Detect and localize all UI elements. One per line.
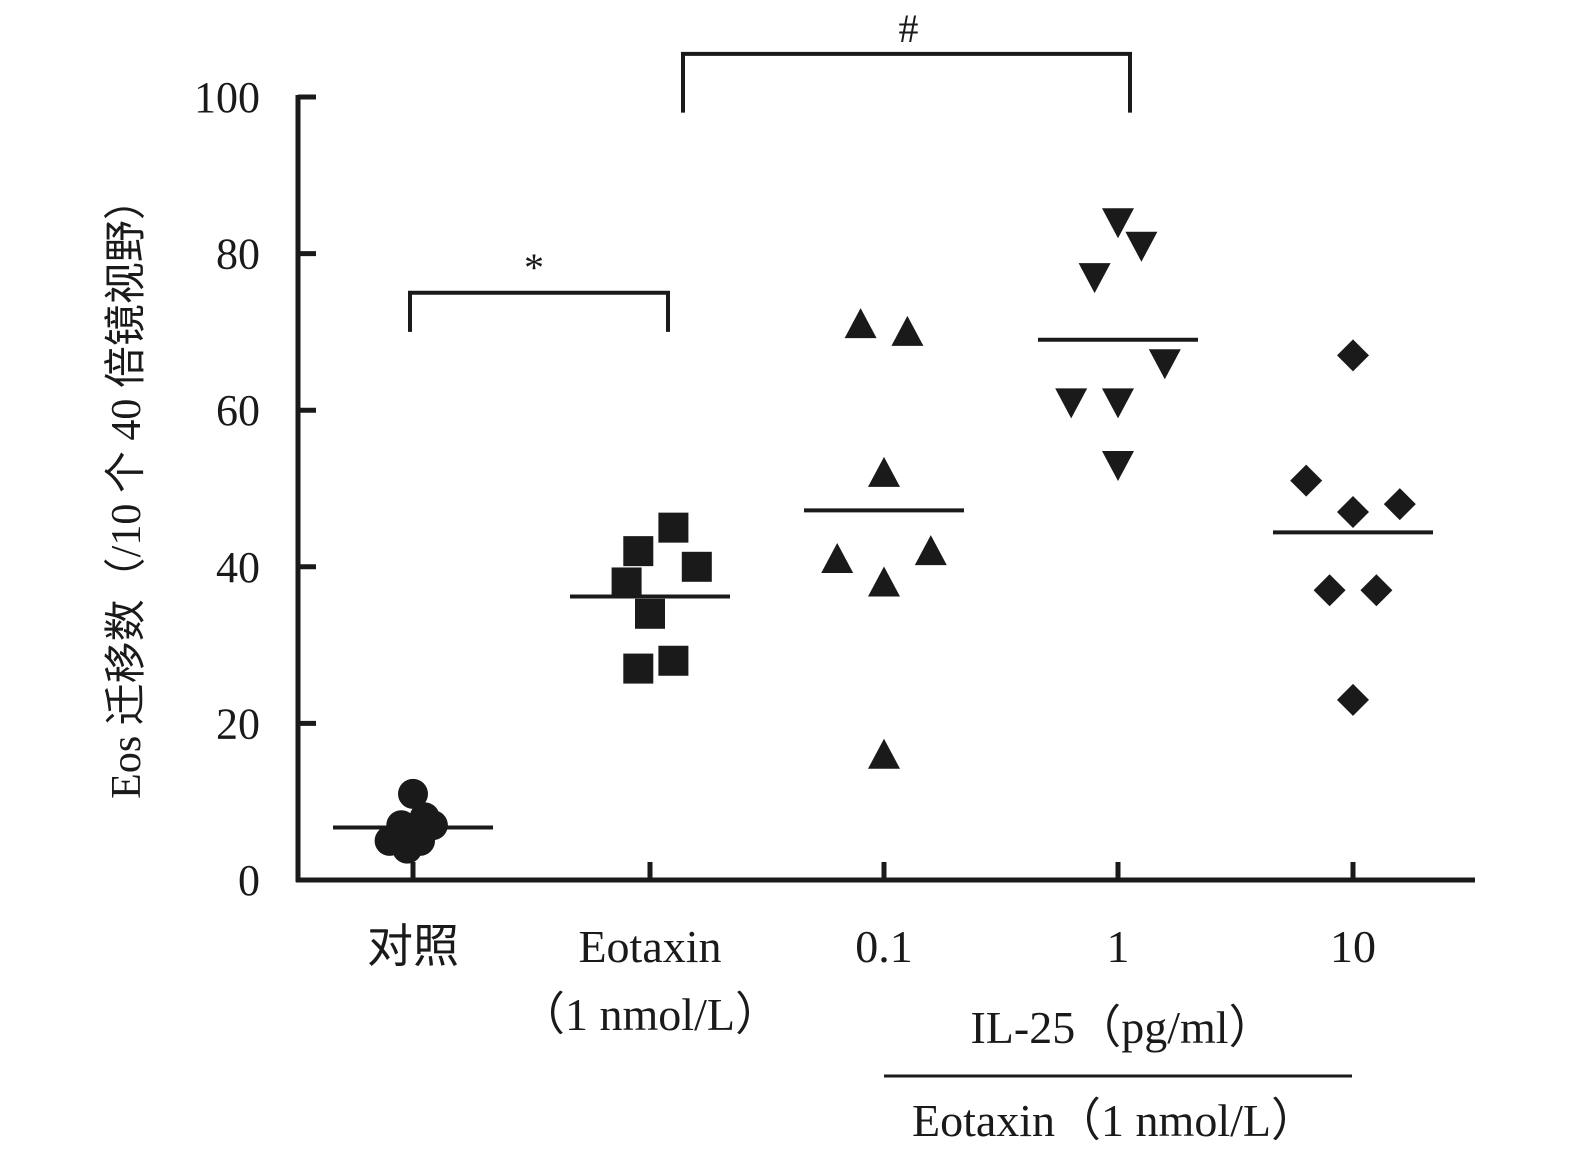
- data-points: [374, 208, 1416, 864]
- triangle-down-point: [1102, 208, 1134, 239]
- circle-point: [417, 810, 448, 841]
- y-tick-label: 40: [216, 543, 260, 592]
- y-axis-title: Eos 迁移数（/10 个 40 倍镜视野）: [103, 178, 150, 799]
- significance-bracket: [408, 290, 670, 332]
- y-tick-label: 80: [216, 230, 260, 279]
- triangle-up-point: [821, 542, 854, 573]
- triangle-up-point: [891, 315, 924, 346]
- y-tick-label: 100: [194, 73, 260, 122]
- x-category-label: 1: [1107, 921, 1130, 972]
- triangle-up-point: [868, 566, 900, 597]
- diamond-point: [1337, 495, 1369, 528]
- triangle-up-point: [868, 456, 900, 487]
- y-tick-label: 20: [216, 699, 260, 748]
- square-point: [658, 512, 689, 543]
- x-category-label: 对照: [367, 921, 459, 972]
- diamond-point: [1360, 574, 1393, 607]
- triangle-down-point: [1102, 451, 1134, 482]
- diamond-point: [1313, 574, 1346, 607]
- triangle-down-point: [1055, 388, 1088, 419]
- group-label-top: IL-25（pg/ml）: [970, 1002, 1274, 1053]
- square-point: [658, 645, 689, 676]
- square-point: [611, 567, 642, 598]
- significance-bracket: [681, 51, 1132, 113]
- x-category-label: 10: [1330, 921, 1376, 972]
- significance-label: *: [524, 245, 544, 290]
- category-labels: 对照 Eotaxin（1 nmol/L）0.1 1 10IL-25（pg/ml）Eot…: [367, 921, 1376, 1146]
- group-label-bottom: Eotaxin（1 nmol/L）: [912, 1095, 1317, 1146]
- y-tick-label: 0: [238, 856, 260, 905]
- triangle-up-point: [914, 535, 947, 566]
- significance-label: #: [899, 6, 919, 51]
- diamond-point: [1383, 488, 1416, 521]
- x-category-sublabel: （1 nmol/L）: [519, 989, 781, 1040]
- triangle-up-point: [868, 738, 900, 769]
- axes: 0 20 40 60 80 100 Eos 迁移数（/10 个 40 倍镜视野）: [103, 73, 1475, 905]
- square-point: [623, 653, 654, 684]
- square-point: [635, 598, 665, 629]
- triangle-down-point: [1078, 263, 1111, 294]
- square-point: [681, 551, 712, 582]
- x-category-label: Eotaxin: [578, 921, 721, 972]
- triangle-down-point: [1125, 231, 1158, 262]
- square-point: [623, 536, 654, 567]
- circle-point: [398, 778, 428, 809]
- diamond-point: [1337, 339, 1369, 372]
- triangle-down-point: [1102, 388, 1134, 419]
- significance-brackets: *#: [408, 6, 1132, 332]
- y-tick-label: 60: [216, 386, 260, 435]
- triangle-up-point: [844, 308, 877, 339]
- diamond-point: [1337, 683, 1369, 716]
- x-category-label: 0.1: [855, 921, 913, 972]
- triangle-down-point: [1148, 349, 1181, 380]
- diamond-point: [1290, 464, 1323, 497]
